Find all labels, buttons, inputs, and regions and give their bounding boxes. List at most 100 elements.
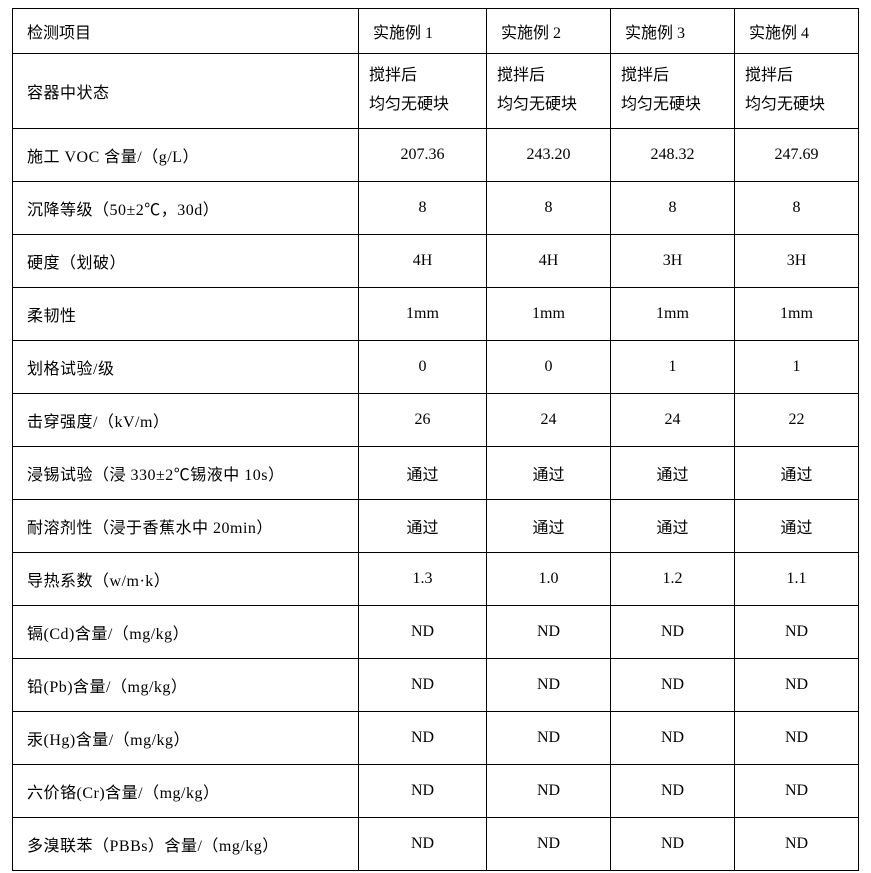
cell-value: ND [359, 711, 487, 764]
col-header-2: 实施例 2 [487, 9, 611, 54]
table-body: 容器中状态搅拌后均匀无硬块搅拌后均匀无硬块搅拌后均匀无硬块搅拌后均匀无硬块施工 … [13, 54, 859, 871]
cell-line: 搅拌后 [621, 62, 728, 91]
cell-value: 搅拌后均匀无硬块 [611, 54, 735, 129]
cell-value: 247.69 [735, 128, 859, 181]
row-label: 铅(Pb)含量/（mg/kg） [13, 658, 359, 711]
cell-value: 搅拌后均匀无硬块 [487, 54, 611, 129]
cell-value: 1mm [359, 287, 487, 340]
cell-value: 1.0 [487, 552, 611, 605]
cell-value: ND [359, 817, 487, 870]
table-row: 划格试验/级0011 [13, 340, 859, 393]
cell-value: 1mm [735, 287, 859, 340]
cell-value: 通过 [487, 499, 611, 552]
row-label: 击穿强度/（kV/m） [13, 393, 359, 446]
row-label: 六价铬(Cr)含量/（mg/kg） [13, 764, 359, 817]
cell-value: ND [735, 711, 859, 764]
cell-value: 1.1 [735, 552, 859, 605]
cell-value: ND [611, 817, 735, 870]
cell-value: 207.36 [359, 128, 487, 181]
cell-line: 均匀无硬块 [497, 91, 604, 120]
cell-value: 通过 [611, 446, 735, 499]
row-label: 镉(Cd)含量/（mg/kg） [13, 605, 359, 658]
col-header-4: 实施例 4 [735, 9, 859, 54]
cell-value: 1.2 [611, 552, 735, 605]
cell-value: 通过 [735, 446, 859, 499]
row-label: 多溴联苯（PBBs）含量/（mg/kg） [13, 817, 359, 870]
col-header-3: 实施例 3 [611, 9, 735, 54]
table-row: 镉(Cd)含量/（mg/kg）NDNDNDND [13, 605, 859, 658]
cell-value: 3H [735, 234, 859, 287]
cell-value: ND [487, 817, 611, 870]
table-row: 六价铬(Cr)含量/（mg/kg）NDNDNDND [13, 764, 859, 817]
cell-value: 4H [359, 234, 487, 287]
cell-value: 0 [487, 340, 611, 393]
cell-value: 搅拌后均匀无硬块 [735, 54, 859, 129]
cell-value: 4H [487, 234, 611, 287]
cell-value: 0 [359, 340, 487, 393]
cell-value: 1mm [611, 287, 735, 340]
data-table: 检测项目 实施例 1 实施例 2 实施例 3 实施例 4 容器中状态搅拌后均匀无… [12, 8, 859, 871]
cell-value: 24 [611, 393, 735, 446]
cell-value: ND [487, 764, 611, 817]
cell-value: 8 [487, 181, 611, 234]
cell-value: ND [735, 658, 859, 711]
row-label: 划格试验/级 [13, 340, 359, 393]
table-row: 沉降等级（50±2℃，30d）8888 [13, 181, 859, 234]
cell-value: 通过 [611, 499, 735, 552]
table-row: 导热系数（w/m·k）1.31.01.21.1 [13, 552, 859, 605]
row-label: 柔韧性 [13, 287, 359, 340]
table-row: 柔韧性1mm1mm1mm1mm [13, 287, 859, 340]
table-row: 浸锡试验（浸 330±2℃锡液中 10s）通过通过通过通过 [13, 446, 859, 499]
cell-value: ND [487, 605, 611, 658]
cell-value: 243.20 [487, 128, 611, 181]
table-row: 汞(Hg)含量/（mg/kg）NDNDNDND [13, 711, 859, 764]
cell-value: ND [735, 817, 859, 870]
cell-value: ND [735, 764, 859, 817]
table-row: 容器中状态搅拌后均匀无硬块搅拌后均匀无硬块搅拌后均匀无硬块搅拌后均匀无硬块 [13, 54, 859, 129]
cell-value: 8 [735, 181, 859, 234]
cell-value: 26 [359, 393, 487, 446]
cell-value: ND [611, 711, 735, 764]
row-label: 沉降等级（50±2℃，30d） [13, 181, 359, 234]
cell-line: 搅拌后 [745, 62, 852, 91]
cell-value: 8 [611, 181, 735, 234]
col-header-0: 检测项目 [13, 9, 359, 54]
cell-value: ND [359, 605, 487, 658]
table-row: 施工 VOC 含量/（g/L）207.36243.20248.32247.69 [13, 128, 859, 181]
cell-value: 1 [611, 340, 735, 393]
cell-line: 均匀无硬块 [745, 91, 852, 120]
cell-value: ND [487, 658, 611, 711]
cell-value: ND [611, 658, 735, 711]
cell-value: 8 [359, 181, 487, 234]
cell-value: 24 [487, 393, 611, 446]
row-label: 汞(Hg)含量/（mg/kg） [13, 711, 359, 764]
cell-value: ND [735, 605, 859, 658]
col-header-1: 实施例 1 [359, 9, 487, 54]
cell-value: 通过 [487, 446, 611, 499]
cell-line: 均匀无硬块 [369, 91, 480, 120]
cell-value: 22 [735, 393, 859, 446]
table-row: 硬度（划破）4H4H3H3H [13, 234, 859, 287]
table-row: 铅(Pb)含量/（mg/kg）NDNDNDND [13, 658, 859, 711]
row-label: 导热系数（w/m·k） [13, 552, 359, 605]
cell-value: 搅拌后均匀无硬块 [359, 54, 487, 129]
cell-value: ND [359, 658, 487, 711]
cell-value: ND [359, 764, 487, 817]
cell-line: 搅拌后 [497, 62, 604, 91]
row-label: 硬度（划破） [13, 234, 359, 287]
row-label: 容器中状态 [13, 54, 359, 129]
cell-line: 搅拌后 [369, 62, 480, 91]
cell-value: ND [611, 605, 735, 658]
cell-value: 1mm [487, 287, 611, 340]
table-header-row: 检测项目 实施例 1 实施例 2 实施例 3 实施例 4 [13, 9, 859, 54]
cell-line: 均匀无硬块 [621, 91, 728, 120]
cell-value: ND [611, 764, 735, 817]
cell-value: 1.3 [359, 552, 487, 605]
cell-value: 1 [735, 340, 859, 393]
cell-value: 通过 [359, 446, 487, 499]
cell-value: 通过 [359, 499, 487, 552]
table-row: 击穿强度/（kV/m）26242422 [13, 393, 859, 446]
row-label: 耐溶剂性（浸于香蕉水中 20min） [13, 499, 359, 552]
row-label: 浸锡试验（浸 330±2℃锡液中 10s） [13, 446, 359, 499]
row-label: 施工 VOC 含量/（g/L） [13, 128, 359, 181]
